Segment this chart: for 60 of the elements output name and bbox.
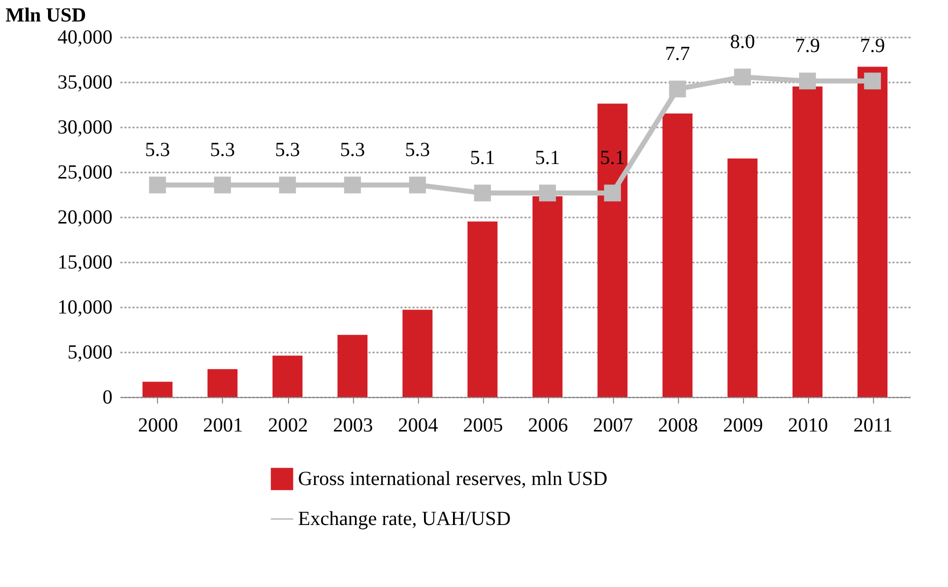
x-tick-label: 2010: [788, 414, 828, 436]
data-label: 5.1: [600, 147, 625, 169]
x-tick-label: 2003: [333, 414, 373, 436]
x-tick-label: 2006: [528, 414, 568, 436]
legend-label: Exchange rate, UAH/USD: [298, 508, 511, 530]
data-label: 5.3: [340, 139, 365, 161]
y-tick-label: 20,000: [58, 206, 112, 228]
bar: [598, 104, 628, 397]
bar: [338, 334, 368, 397]
point: [149, 176, 166, 194]
data-label: 5.1: [535, 147, 560, 169]
point: [214, 176, 231, 194]
bar: [468, 222, 498, 397]
y-tick-label: 25,000: [58, 162, 112, 184]
data-label: 5.3: [145, 139, 170, 161]
data-label: 5.1: [470, 147, 495, 169]
y-tick-label: 15,000: [58, 252, 112, 274]
data-label: 5.3: [210, 139, 235, 161]
x-tick-label: 2005: [463, 414, 503, 436]
x-tick-label: 2007: [593, 414, 633, 436]
point: [734, 68, 751, 86]
x-tick-label: 2001: [203, 414, 243, 436]
x-tick-label: 2009: [723, 414, 763, 436]
bar: [728, 158, 758, 397]
data-label: 7.9: [860, 35, 885, 57]
bar: [402, 310, 432, 397]
y-tick-label: 40,000: [58, 26, 112, 48]
x-tick-label: 2004: [398, 414, 438, 436]
point: [799, 72, 816, 90]
bar: [208, 369, 238, 397]
y-tick-label: 10,000: [58, 296, 112, 318]
data-label: 5.3: [275, 139, 300, 161]
bar: [142, 382, 172, 397]
data-label: 7.9: [795, 35, 820, 57]
y-tick-label: 35,000: [58, 72, 112, 94]
y-tick-label: 5,000: [68, 342, 112, 364]
x-tick-label: 2011: [853, 414, 893, 436]
bar: [272, 356, 302, 397]
data-label: 5.3: [405, 139, 430, 161]
point: [604, 184, 621, 202]
point: [344, 176, 361, 194]
bar: [532, 196, 562, 397]
point: [669, 80, 686, 98]
point: [539, 184, 556, 202]
x-tick-label: 2008: [658, 414, 698, 436]
y-axis-title: Mln USD: [6, 4, 86, 26]
point: [279, 176, 296, 194]
y-tick-label: 30,000: [58, 116, 112, 138]
point: [474, 184, 491, 202]
bar: [662, 114, 692, 397]
bar: [792, 86, 822, 397]
point: [409, 176, 426, 194]
x-tick-label: 2000: [138, 414, 178, 436]
x-tick-label: 2002: [268, 414, 308, 436]
legend-label: Gross international reserves, mln USD: [298, 468, 608, 490]
bar: [858, 66, 888, 397]
data-label: 7.7: [665, 43, 690, 65]
y-tick-label: 0: [102, 386, 112, 408]
data-label: 8.0: [730, 31, 755, 53]
point: [864, 72, 881, 90]
